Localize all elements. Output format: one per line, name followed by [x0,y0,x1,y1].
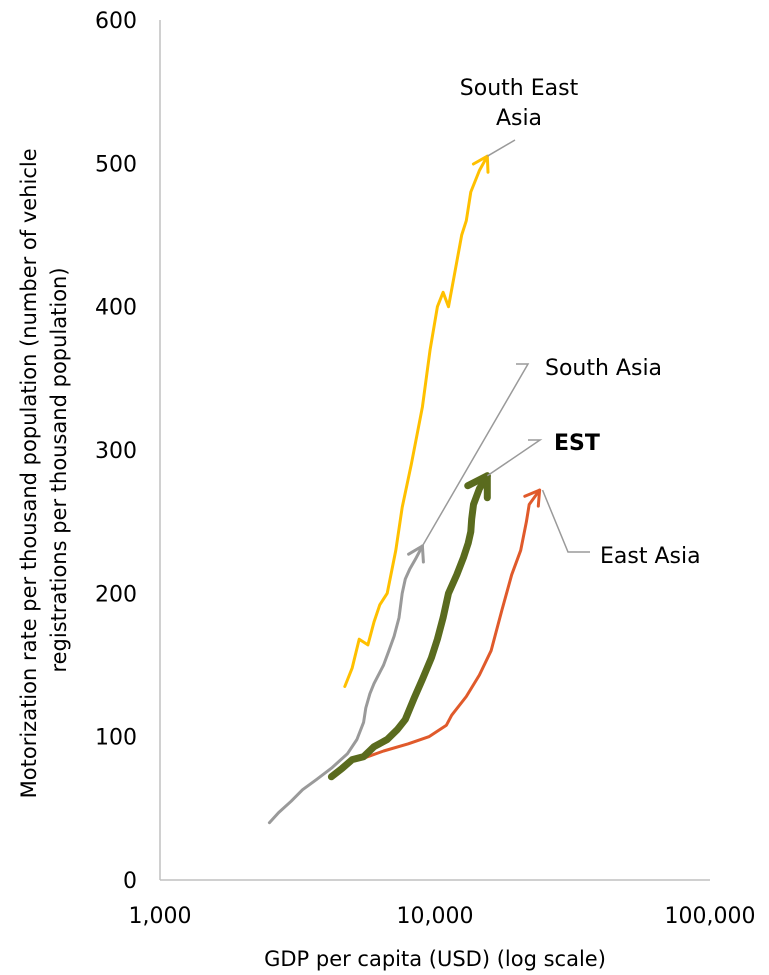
arrowhead-est [464,472,491,502]
y-tick-label: 200 [95,582,137,607]
y-tick-label: 100 [95,726,137,751]
y-axis-title-line-2: registrations per thousand population) [47,267,71,672]
y-tick-label: 500 [95,152,137,177]
y-tick-label: 0 [123,869,137,894]
annotation-line: East Asia [600,544,701,569]
annotation-line: Asia [496,106,542,131]
x-tick-label: 1,000 [129,904,192,929]
annotation-south-east-asia: South East Asia [460,76,579,131]
annotation-line: EST [554,431,600,456]
y-tick-label: 300 [95,439,137,464]
y-tick-label: 400 [95,296,137,321]
series-line-est [327,472,491,781]
x-tick-label: 100,000 [665,904,756,929]
arrowhead-south-east-asia [471,154,490,174]
series-line-south-asia [267,544,424,825]
annotation-layer: South East Asia South Asia EST East Asia [421,76,701,569]
series-layer [267,154,542,825]
x-tick-labels: 1,000 10,000 100,000 [129,904,756,929]
y-axis-title: Motorization rate per thousand populatio… [17,142,71,799]
y-tick-label: 600 [95,9,137,34]
y-axis-title-line-1: Motorization rate per thousand populatio… [17,148,41,798]
arrowhead-east-asia [523,488,542,508]
annotation-east-asia: East Asia [600,544,701,569]
series-line-south-east-asia [343,154,489,688]
annotation-line: South East [460,76,579,101]
leader-line-est [486,439,543,477]
annotation-est: EST [554,431,600,456]
series-line-east-asia [362,488,542,760]
leader-line-east-asia [541,489,590,553]
leader-line-south-east-asia [486,139,516,157]
leader-line-south-asia [421,363,530,547]
annotation-south-asia: South Asia [545,356,662,381]
x-axis-title: GDP per capita (USD) (log scale) [264,947,606,971]
y-tick-labels: 0 100 200 300 400 500 600 [95,9,137,894]
axes [159,20,710,881]
x-tick-label: 10,000 [397,904,474,929]
annotation-line: South Asia [545,356,662,381]
